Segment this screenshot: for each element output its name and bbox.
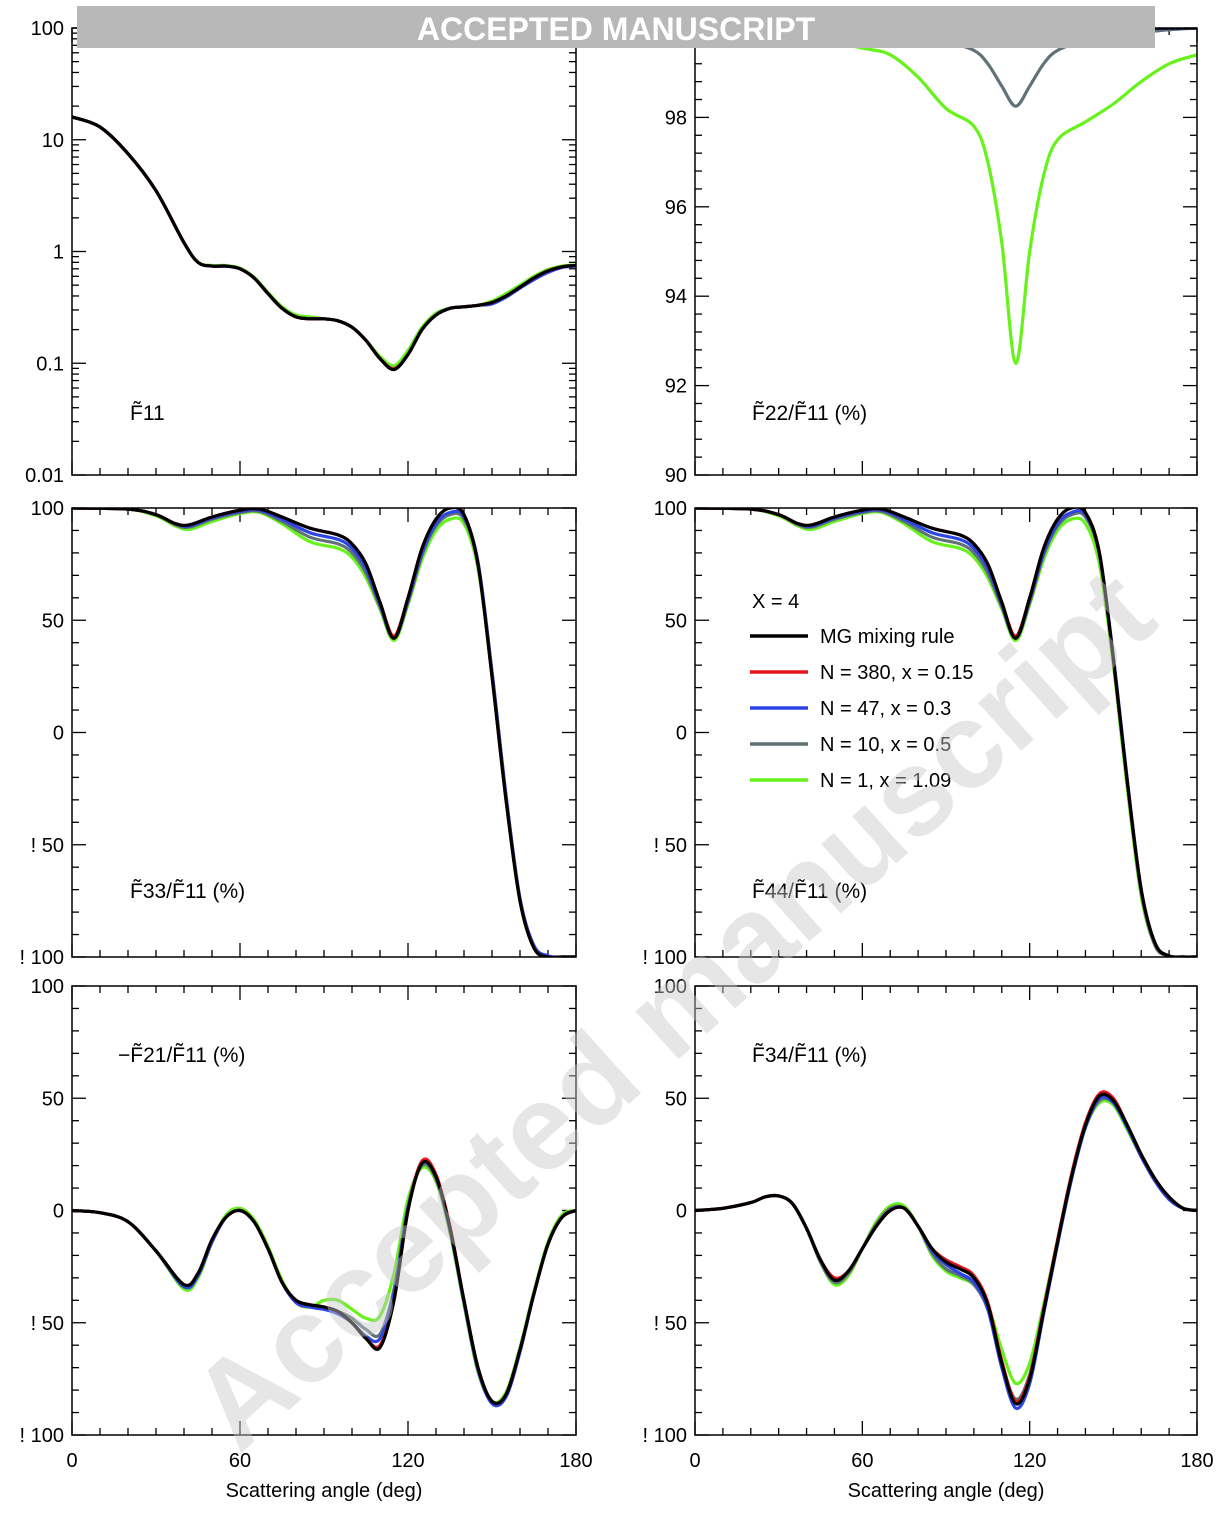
y-tick-label: 10: [42, 130, 64, 152]
panel-label: F̃34/F̃11 (%): [752, 1044, 867, 1067]
x-tick-label: 120: [1013, 1450, 1046, 1472]
panel-F34: ! 100 ! 50 0 50 100 0 60 120 180 Scattering angle…: [643, 976, 1214, 1502]
series-line-mg: [72, 115, 576, 372]
panel-frame: [694, 507, 1198, 958]
series-group: [695, 28, 1197, 365]
series-line-mg: [72, 508, 576, 957]
panel-label: −F̃21/F̃11 (%): [118, 1044, 245, 1067]
legend: X = 4 MG mixing rule N = 380, x = 0.15 N = …: [750, 591, 973, 792]
series-line-n1: [72, 115, 576, 368]
y-tick-label: 0: [676, 1201, 687, 1223]
y-tick-label: 0.1: [36, 353, 64, 375]
y-tick-label: ! 50: [654, 1313, 687, 1335]
y-tick-label: 50: [665, 610, 687, 632]
series-line-n47: [695, 1094, 1197, 1411]
x-tick-label: 60: [229, 1450, 251, 1472]
y-tick-label: 0.01: [25, 465, 64, 487]
panel-F11: 0.01 0.1 1 10 100 F̃11: [25, 18, 577, 487]
panels-group: 0.01 0.1 1 10 100 F̃11 90 92 94 96 98 100 F̃22/F̃11 …: [20, 18, 1214, 1502]
legend-entry: N = 10, x = 0.5: [820, 734, 951, 756]
y-tick-label: 100: [31, 976, 64, 998]
legend-entry: N = 1, x = 1.09: [820, 770, 951, 792]
y-tick-label: ! 100: [643, 1425, 687, 1447]
legend-entry: MG mixing rule: [820, 626, 954, 648]
y-tick-label: ! 50: [31, 1313, 64, 1335]
legend-title: X = 4: [752, 591, 799, 613]
x-tick-label: 0: [66, 1450, 77, 1472]
banner-bar: [77, 6, 1155, 48]
panel-frame: [71, 507, 577, 958]
series-group: [695, 508, 1197, 957]
y-tick-label: 92: [665, 376, 687, 398]
series-group: [72, 1157, 576, 1408]
panel-F21: ! 100 ! 50 0 50 100 0 60 120 180 Scattering angle…: [20, 976, 593, 1502]
y-tick-label: 100: [654, 976, 687, 998]
y-tick-label: 0: [53, 1201, 64, 1223]
y-tick-label: 96: [665, 197, 687, 219]
y-tick-label: 1: [53, 242, 64, 264]
panel-label: F̃22/F̃11 (%): [752, 402, 867, 425]
x-axis-label: Scattering angle (deg): [848, 1480, 1045, 1502]
panel-frame: [71, 985, 577, 1436]
series-group: [72, 508, 576, 957]
legend-entry: N = 47, x = 0.3: [820, 698, 951, 720]
panel-label: F̃33/F̃11 (%): [130, 880, 245, 903]
banner-text: ACCEPTED MANUSCRIPT: [417, 11, 816, 47]
y-tick-label: ! 50: [31, 835, 64, 857]
y-tick-label: 50: [42, 610, 64, 632]
panel-frame: [694, 985, 1198, 1436]
series-line-n1: [695, 28, 1197, 365]
y-tick-label: ! 50: [654, 835, 687, 857]
panel-F22: 9092949698100F̃22/F̃11 (%): [654, 18, 1198, 487]
accepted-banner: ACCEPTED MANUSCRIPT: [77, 6, 1155, 48]
panel-F33: ! 100 ! 50 0 50 100 F̃33/F̃11 (%): [20, 498, 577, 969]
y-tick-label: ! 100: [20, 1425, 64, 1447]
x-tick-label: 60: [851, 1450, 873, 1472]
y-tick-label: 50: [665, 1088, 687, 1110]
legend-entry: N = 380, x = 0.15: [820, 662, 973, 684]
y-tick-label: 0: [676, 723, 687, 745]
y-tick-label: 94: [665, 286, 687, 308]
y-tick-label: 50: [42, 1088, 64, 1110]
series-group: [695, 1090, 1197, 1411]
y-tick-label: 100: [31, 498, 64, 520]
x-tick-label: 180: [1180, 1450, 1213, 1472]
series-line-mg: [72, 1159, 576, 1406]
x-axis-label: Scattering angle (deg): [226, 1480, 423, 1502]
series-line-mg: [695, 1092, 1197, 1406]
y-tick-label: 98: [665, 107, 687, 129]
y-tick-label: 100: [654, 498, 687, 520]
y-tick-label: ! 100: [20, 947, 64, 969]
series-line-n47: [72, 115, 576, 372]
y-tick-label: 0: [53, 723, 64, 745]
series-line-n380: [72, 115, 576, 371]
x-tick-label: 0: [689, 1450, 700, 1472]
x-tick-label: 180: [559, 1450, 592, 1472]
panel-label: F̃44/F̃11 (%): [752, 880, 867, 903]
series-line-n1: [695, 1099, 1197, 1386]
x-tick-label: 120: [391, 1450, 424, 1472]
y-tick-label: ! 100: [643, 947, 687, 969]
series-line-n10: [695, 1096, 1197, 1401]
y-tick-label: 90: [665, 465, 687, 487]
series-line-n10: [72, 115, 576, 371]
series-line-mg: [695, 508, 1197, 957]
series-group: [72, 115, 576, 372]
panel-F44: ! 100 ! 50 0 50 100 F̃44/F̃11 (%): [643, 498, 1198, 969]
panel-label: F̃11: [130, 402, 165, 425]
series-line-n380: [695, 1090, 1197, 1404]
y-tick-label: 100: [31, 18, 64, 40]
